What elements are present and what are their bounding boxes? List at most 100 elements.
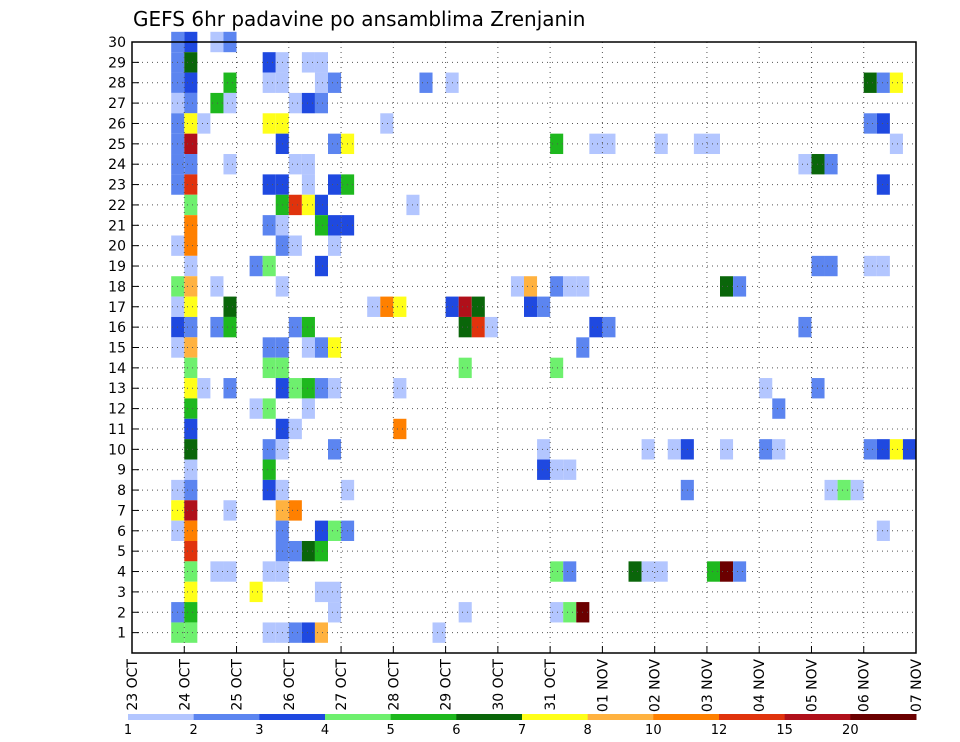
heatmap-cell — [863, 113, 877, 134]
y-tick-label: 15 — [108, 341, 126, 357]
heatmap-cell — [184, 418, 198, 440]
heatmap-cell — [471, 296, 485, 317]
heatmap-cell — [184, 235, 198, 256]
heatmap-cell — [393, 296, 407, 317]
heatmap-cell — [262, 72, 276, 93]
y-tick-label: 28 — [108, 76, 126, 92]
heatmap-cell — [184, 581, 198, 603]
heatmap-cell — [314, 581, 328, 603]
colorbar-swatch — [719, 714, 786, 720]
heatmap-cell — [288, 622, 302, 643]
heatmap-cell — [288, 378, 302, 399]
y-tick-label: 23 — [108, 178, 126, 194]
y-tick-label: 20 — [108, 239, 126, 255]
y-tick-label: 2 — [117, 605, 126, 621]
heatmap-cell — [628, 561, 642, 582]
x-tick-label: 05 NOV — [804, 659, 820, 713]
heatmap-cell — [262, 174, 276, 195]
heatmap-cell — [223, 561, 237, 582]
heatmap-cell — [288, 194, 302, 216]
heatmap-cell — [393, 378, 407, 399]
heatmap-cell — [223, 500, 237, 521]
heatmap-cell — [184, 52, 198, 73]
heatmap-cell — [902, 439, 916, 460]
y-tick-label: 24 — [108, 157, 126, 173]
colorbar-swatch — [456, 714, 523, 720]
heatmap-cell — [667, 439, 681, 460]
heatmap-cell — [301, 154, 315, 175]
heatmap-cell — [249, 398, 263, 419]
colorbar-label: 7 — [518, 723, 526, 738]
heatmap-cell — [380, 296, 394, 317]
colorbar-swatch — [522, 714, 589, 720]
heatmap-cell — [458, 296, 472, 317]
heatmap-cell — [262, 357, 276, 379]
y-tick-label: 18 — [108, 279, 126, 295]
heatmap-cell — [262, 113, 276, 134]
heatmap-cell — [262, 398, 276, 419]
y-tick-label: 16 — [108, 320, 126, 336]
heatmap-cell — [301, 316, 315, 338]
heatmap-cell — [863, 255, 877, 277]
heatmap-cell — [876, 255, 890, 277]
colorbar-legend: 1 2 3 4 5 6 7 8 10 12 15 20 — [124, 714, 917, 738]
heatmap-cell — [314, 255, 328, 277]
y-tick-label: 14 — [108, 361, 126, 377]
heatmap-cell — [824, 154, 838, 175]
heatmap-cell — [262, 561, 276, 582]
heatmap-cell — [301, 52, 315, 73]
heatmap-cell — [328, 215, 342, 236]
heatmap-cell — [184, 113, 198, 134]
colorbar-swatch — [784, 714, 851, 720]
heatmap-cell — [262, 439, 276, 460]
heatmap-cell — [301, 174, 315, 195]
heatmap-cell — [458, 357, 472, 379]
chart-title: GEFS 6hr padavine po ansamblima Zrenjani… — [133, 7, 585, 31]
heatmap-cell — [184, 154, 198, 175]
heatmap-cell — [328, 174, 342, 195]
heatmap-cell — [184, 316, 198, 338]
heatmap-cell — [288, 418, 302, 440]
heatmap-cell — [811, 378, 825, 399]
heatmap-cell — [484, 316, 498, 338]
heatmap-cell — [184, 439, 198, 460]
heatmap-cell — [602, 316, 616, 338]
heatmap-cell — [328, 235, 342, 256]
colorbar-swatch — [653, 714, 720, 720]
colorbar-label: 15 — [776, 723, 793, 738]
colorbar-swatch — [390, 714, 457, 720]
colorbar-label: 2 — [190, 723, 198, 738]
colorbar-label: 1 — [124, 723, 132, 738]
heatmap-cell — [288, 92, 302, 114]
heatmap-cell — [262, 52, 276, 73]
heatmap-cell — [328, 602, 342, 623]
y-tick-label: 17 — [108, 300, 126, 316]
heatmap-cell — [811, 154, 825, 175]
heatmap-cell — [184, 296, 198, 317]
heatmap-cell — [393, 418, 407, 440]
heatmap-cell — [654, 561, 668, 582]
heatmap-cell — [288, 235, 302, 256]
heatmap-cell — [314, 622, 328, 643]
heatmap-cell — [733, 276, 747, 297]
x-tick-label: 04 NOV — [752, 659, 768, 713]
colorbar-label: 3 — [255, 723, 263, 738]
colorbar-swatch — [193, 714, 260, 720]
heatmap-cell — [759, 378, 773, 399]
heatmap-cell — [772, 398, 786, 419]
heatmap-cell — [876, 520, 890, 541]
heatmap-cell — [288, 500, 302, 521]
y-tick-label: 9 — [117, 463, 126, 479]
heatmap-cell — [223, 316, 237, 338]
y-tick-label: 30 — [108, 35, 126, 51]
y-tick-label: 8 — [117, 483, 126, 499]
x-tick-label: 23 OCT — [125, 659, 141, 711]
colorbar-label: 8 — [584, 723, 592, 738]
y-tick-label: 12 — [108, 402, 126, 418]
heatmap-cell — [720, 276, 734, 297]
heatmap-cell — [184, 92, 198, 114]
heatmap-cell — [262, 622, 276, 643]
y-tick-label: 25 — [108, 137, 126, 153]
heatmap-cell — [314, 520, 328, 541]
heatmap-cell — [328, 378, 342, 399]
